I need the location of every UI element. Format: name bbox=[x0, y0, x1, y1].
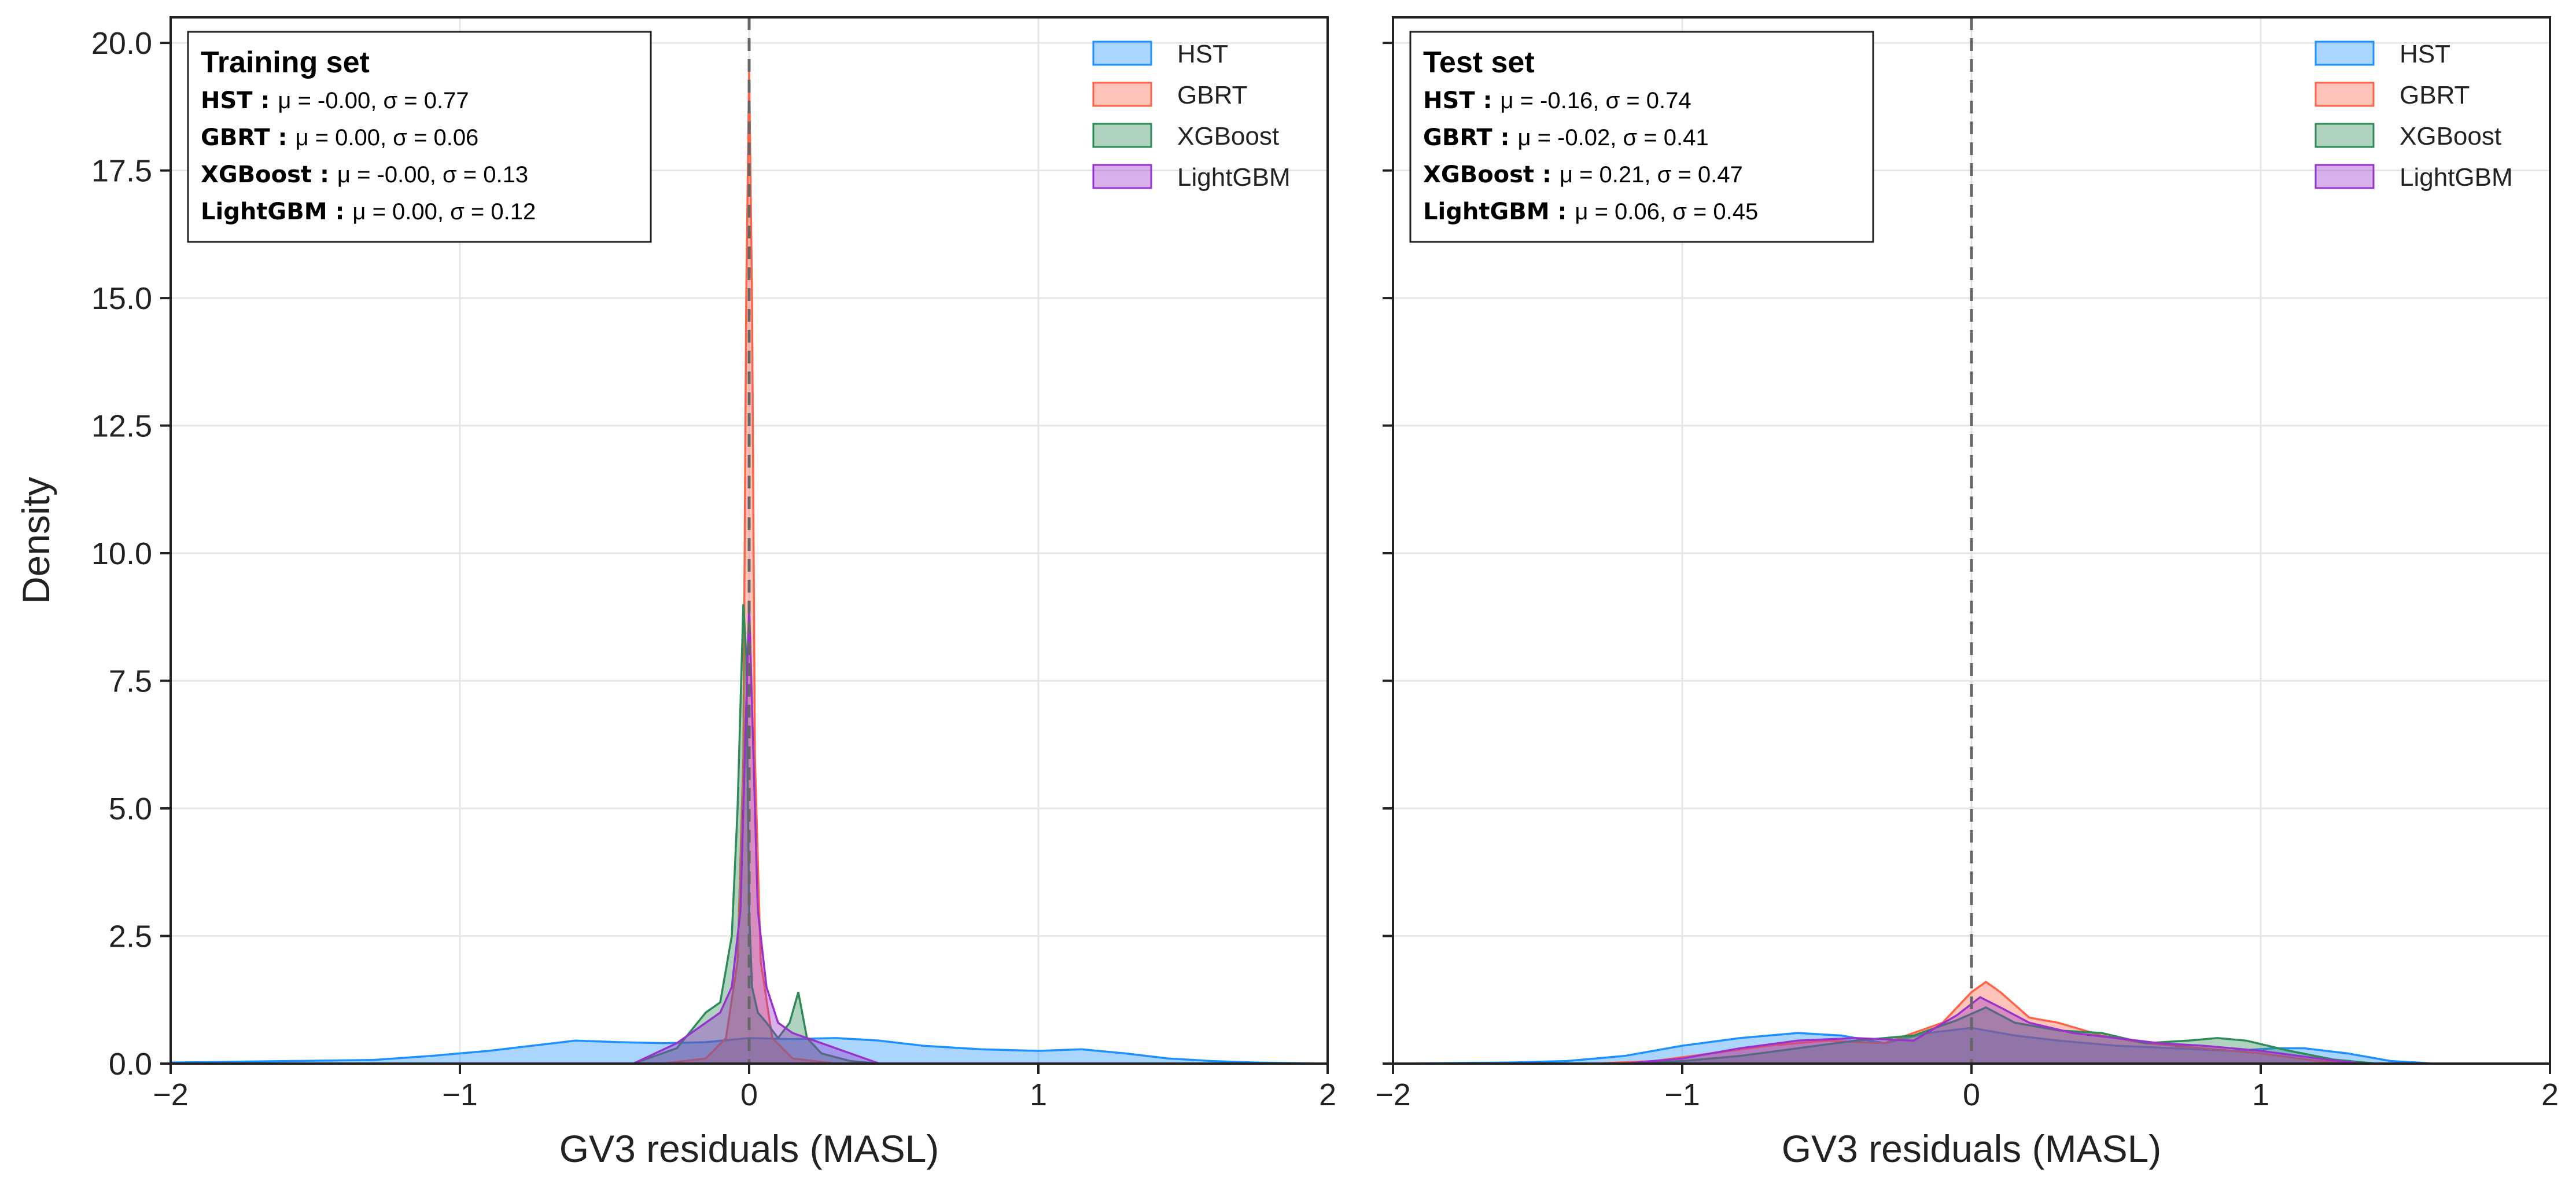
area-lightgbm bbox=[1624, 997, 2362, 1064]
legend-swatch-gbrt bbox=[2315, 82, 2375, 107]
line-lightgbm bbox=[1624, 996, 2363, 1065]
stats-box-title: Test set bbox=[1423, 46, 1535, 79]
legend-swatch-lightgbm bbox=[1092, 164, 1152, 189]
legend-swatch-hst bbox=[1092, 41, 1152, 66]
x-tick-label: 2 bbox=[1319, 1077, 1336, 1112]
legend-label-gbrt: GBRT bbox=[2400, 81, 2470, 109]
stats-line-xgboost: XGBoost : μ = 0.21, σ = 0.47 bbox=[1423, 161, 1743, 188]
line-gbrt bbox=[1595, 980, 2377, 1065]
stats-box bbox=[187, 31, 652, 243]
line-lightgbm bbox=[633, 604, 880, 1065]
area-xgboost bbox=[1624, 1007, 2376, 1064]
y-tick-label: 12.5 bbox=[91, 409, 152, 444]
line-hst bbox=[170, 1037, 1328, 1065]
area-gbrt bbox=[1595, 981, 2376, 1064]
stats-box-title: Training set bbox=[201, 46, 370, 79]
legend-swatch-lightgbm bbox=[2315, 164, 2375, 189]
legend-label-lightgbm: LightGBM bbox=[2400, 163, 2513, 192]
area-lightgbm bbox=[633, 604, 879, 1064]
legend-label-hst: HST bbox=[1177, 40, 1228, 68]
panel-test: −2 −1 0 1 2 GV3 residuals (MASL) Test set HST :… bbox=[1375, 16, 2559, 1170]
stats-box bbox=[1409, 31, 1874, 243]
x-axis-label: GV3 residuals (MASL) bbox=[1782, 1127, 2162, 1170]
stats-line-lightgbm: LightGBM : μ = 0.00, σ = 0.12 bbox=[201, 198, 536, 225]
line-xgboost bbox=[1624, 1006, 2377, 1065]
legend-swatch-xgboost bbox=[2315, 123, 2375, 148]
y-tick-label: 5.0 bbox=[109, 792, 152, 826]
x-axis-label: GV3 residuals (MASL) bbox=[559, 1127, 939, 1170]
line-hst bbox=[1392, 1027, 2550, 1065]
stats-line-gbrt: GBRT : μ = 0.00, σ = 0.06 bbox=[201, 124, 478, 151]
legend-label-lightgbm: LightGBM bbox=[1177, 163, 1291, 192]
legend-label-gbrt: GBRT bbox=[1177, 81, 1247, 109]
x-tick-label: −1 bbox=[1664, 1077, 1700, 1112]
panel-training: −2 −1 0 1 20.02.55.07.510.012.515.017.520.0G… bbox=[14, 16, 1336, 1170]
legend-swatch-hst bbox=[2315, 41, 2375, 66]
legend-label-hst: HST bbox=[2400, 40, 2450, 68]
x-tick-label: −2 bbox=[153, 1077, 189, 1112]
y-tick-label: 7.5 bbox=[109, 664, 152, 699]
stats-line-hst: HST : μ = -0.16, σ = 0.74 bbox=[1423, 87, 1691, 114]
x-tick-label: 1 bbox=[1030, 1077, 1047, 1112]
stats-line-gbrt: GBRT : μ = -0.02, σ = 0.41 bbox=[1423, 124, 1709, 151]
y-tick-label: 20.0 bbox=[91, 26, 152, 61]
legend-swatch-gbrt bbox=[1092, 82, 1152, 107]
x-tick-label: −1 bbox=[442, 1077, 478, 1112]
y-tick-label: 15.0 bbox=[91, 281, 152, 316]
y-tick-label: 17.5 bbox=[91, 154, 152, 189]
x-tick-label: 0 bbox=[1963, 1077, 1980, 1112]
x-tick-label: 0 bbox=[740, 1077, 758, 1112]
stats-line-lightgbm: LightGBM : μ = 0.06, σ = 0.45 bbox=[1423, 198, 1758, 225]
x-tick-label: 1 bbox=[2252, 1077, 2269, 1112]
stats-line-hst: HST : μ = -0.00, σ = 0.77 bbox=[201, 87, 469, 114]
x-tick-label: 2 bbox=[2541, 1077, 2559, 1112]
y-tick-label: 10.0 bbox=[91, 536, 152, 571]
y-tick-label: 0.0 bbox=[109, 1047, 152, 1082]
stats-line-xgboost: XGBoost : μ = -0.00, σ = 0.13 bbox=[201, 161, 528, 188]
legend-label-xgboost: XGBoost bbox=[2400, 122, 2501, 150]
y-axis-label: Density bbox=[14, 477, 57, 604]
y-tick-label: 2.5 bbox=[109, 919, 152, 954]
legend-swatch-xgboost bbox=[1092, 123, 1152, 148]
x-tick-label: −2 bbox=[1375, 1077, 1411, 1112]
legend-label-xgboost: XGBoost bbox=[1177, 122, 1279, 150]
